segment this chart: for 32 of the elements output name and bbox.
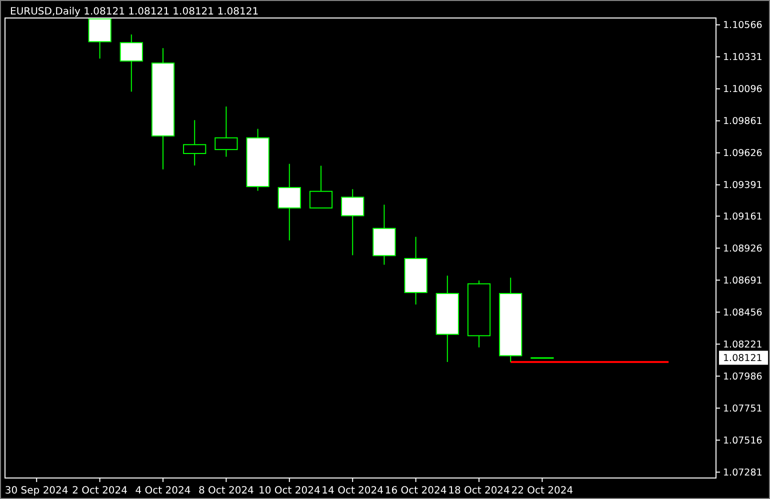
x-tick-label: 2 Oct 2024	[72, 486, 128, 496]
y-tick-label: 1.10331	[723, 52, 762, 64]
x-tick-label: 22 Oct 2024	[511, 486, 574, 496]
x-tick-label: 10 Oct 2024	[258, 486, 320, 496]
y-tick-label: 1.09391	[723, 180, 762, 192]
x-tick-label: 14 Oct 2024	[322, 486, 384, 496]
candlestick	[341, 188, 364, 256]
y-tick-label: 1.09861	[723, 116, 762, 128]
y-tick-label: 1.10566	[723, 20, 762, 32]
y-tick-label: 1.08926	[723, 243, 762, 254]
y-tick-label: 1.08456	[723, 307, 762, 318]
y-tick-label: 1.10096	[723, 84, 762, 96]
candlestick	[183, 120, 206, 166]
y-tick-label: 1.08221	[723, 339, 762, 350]
candlestick	[309, 165, 333, 208]
candlestick	[214, 106, 238, 158]
x-tick-label: 16 Oct 2024	[384, 486, 447, 496]
candlestick	[278, 163, 301, 241]
x-tick-label: 18 Oct 2024	[448, 486, 510, 496]
candlestick	[120, 34, 143, 92]
y-tick-label: 1.09161	[723, 211, 762, 222]
y-tick-label: 1.09626	[723, 148, 762, 160]
chart-title: EURUSD,Daily 1.08121 1.08121 1.08121 1.08121	[10, 6, 259, 18]
x-tick-label: 30 Sep 2024	[4, 486, 68, 496]
x-tick-label: 4 Oct 2024	[135, 486, 191, 496]
y-tick-label: 1.07986	[723, 371, 762, 382]
x-tick-label: 8 Oct 2024	[198, 486, 254, 496]
y-tick-label: 1.07281	[723, 467, 762, 478]
y-tick-label: 1.08691	[723, 275, 762, 286]
y-tick-label: 1.07516	[723, 435, 762, 446]
text: 1.08121	[723, 353, 762, 364]
y-tick-label: 1.07751	[723, 403, 762, 414]
